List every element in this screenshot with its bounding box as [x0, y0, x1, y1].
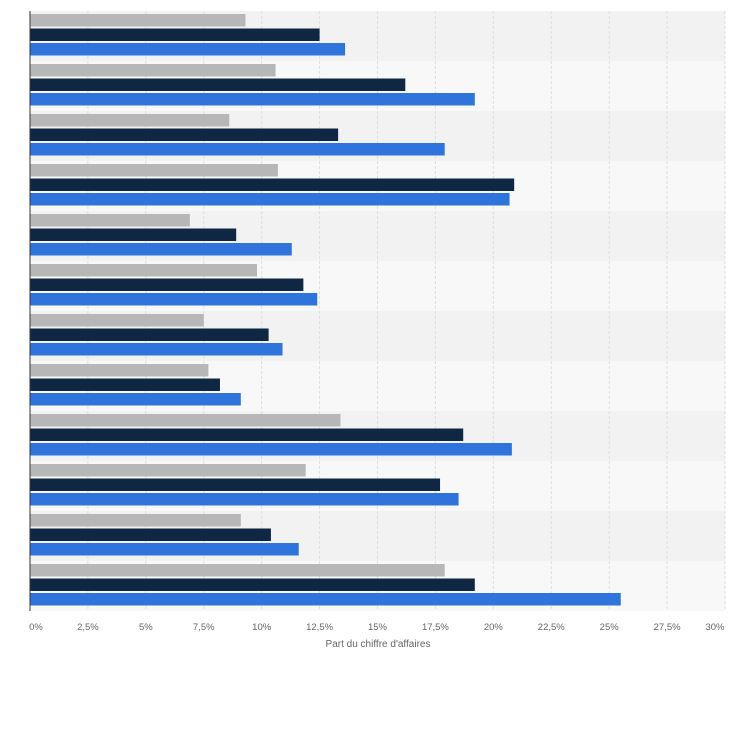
bar-series-2	[30, 528, 271, 541]
bar-series-1	[30, 464, 306, 477]
bar-series-1	[30, 364, 209, 377]
x-tick-label: 27,5%	[654, 622, 681, 633]
bar-series-1	[30, 264, 258, 277]
x-tick-label: 30%	[705, 622, 725, 633]
bar-series-3	[30, 43, 346, 56]
bar-series-1	[30, 114, 230, 127]
bar-series-2	[30, 228, 237, 241]
x-tick-label: 7,5%	[193, 622, 215, 633]
bar-series-2	[30, 78, 406, 91]
bar-series-3	[30, 343, 283, 356]
x-tick-label: 17,5%	[422, 622, 449, 633]
x-tick-label: 15%	[368, 622, 388, 633]
bar-series-3	[30, 593, 621, 606]
bar-series-1	[30, 14, 246, 27]
bar-series-2	[30, 478, 441, 491]
bar-series-3	[30, 293, 318, 306]
bar-series-1	[30, 564, 445, 577]
bar-series-2	[30, 28, 320, 41]
x-tick-label: 25%	[600, 622, 620, 633]
x-tick-label: 20%	[484, 622, 504, 633]
bars	[30, 14, 621, 606]
bar-series-2	[30, 328, 269, 341]
bar-series-2	[30, 578, 475, 591]
x-tick-label: 2,5%	[77, 622, 99, 633]
bar-series-1	[30, 214, 190, 227]
bar-series-1	[30, 64, 276, 77]
bar-series-2	[30, 178, 515, 191]
bar-series-1	[30, 164, 278, 177]
bar-series-3	[30, 143, 445, 156]
bar-series-3	[30, 443, 512, 456]
x-axis-ticks: 0% 2,5% 5% 7,5% 10% 12,5% 15% 17,5% 20% 22,5% 25% 2…	[29, 622, 725, 633]
x-tick-label: 22,5%	[538, 622, 565, 633]
bar-series-2	[30, 128, 339, 141]
bar-series-2	[30, 378, 220, 391]
bar-series-1	[30, 314, 204, 327]
bar-series-1	[30, 414, 341, 427]
bar-series-3	[30, 493, 459, 506]
x-tick-label: 0%	[29, 622, 43, 633]
bar-series-3	[30, 193, 510, 206]
bar-series-3	[30, 243, 292, 256]
x-tick-label: 10%	[252, 622, 272, 633]
x-axis-label: Part du chiffre d'affaires	[326, 639, 431, 650]
bar-series-2	[30, 428, 464, 441]
gridlines	[87, 11, 726, 611]
bar-series-2	[30, 278, 304, 291]
x-tick-label: 12,5%	[306, 622, 333, 633]
bar-series-3	[30, 93, 475, 106]
bar-series-3	[30, 543, 299, 556]
x-tick-label: 5%	[139, 622, 153, 633]
bar-series-3	[30, 393, 241, 406]
bar-series-1	[30, 514, 241, 527]
